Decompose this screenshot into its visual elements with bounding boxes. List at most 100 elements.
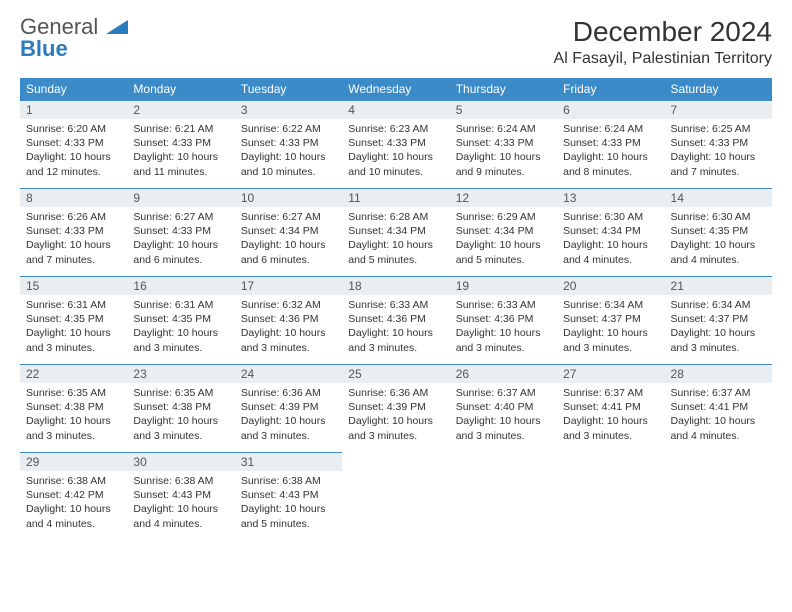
daylight-line: Daylight: 10 hours and 6 minutes. bbox=[241, 238, 336, 266]
daylight-line: Daylight: 10 hours and 3 minutes. bbox=[348, 414, 443, 442]
sunset-line: Sunset: 4:33 PM bbox=[26, 136, 121, 150]
weekday-header: Tuesday bbox=[235, 78, 342, 101]
empty-day bbox=[342, 453, 449, 541]
sunrise-line: Sunrise: 6:24 AM bbox=[456, 122, 551, 136]
day-number: 29 bbox=[20, 453, 127, 471]
sunset-line: Sunset: 4:37 PM bbox=[563, 312, 658, 326]
daylight-line: Daylight: 10 hours and 3 minutes. bbox=[671, 326, 766, 354]
calendar-day: 14Sunrise: 6:30 AMSunset: 4:35 PMDayligh… bbox=[665, 189, 772, 277]
sunset-line: Sunset: 4:39 PM bbox=[348, 400, 443, 414]
calendar-day: 18Sunrise: 6:33 AMSunset: 4:36 PMDayligh… bbox=[342, 277, 449, 365]
weekday-header: Saturday bbox=[665, 78, 772, 101]
sunset-line: Sunset: 4:34 PM bbox=[456, 224, 551, 238]
daylight-line: Daylight: 10 hours and 3 minutes. bbox=[456, 326, 551, 354]
day-details: Sunrise: 6:21 AMSunset: 4:33 PMDaylight:… bbox=[127, 119, 234, 185]
day-details: Sunrise: 6:30 AMSunset: 4:34 PMDaylight:… bbox=[557, 207, 664, 273]
calendar-day: 29Sunrise: 6:38 AMSunset: 4:42 PMDayligh… bbox=[20, 453, 127, 541]
calendar-day: 24Sunrise: 6:36 AMSunset: 4:39 PMDayligh… bbox=[235, 365, 342, 453]
sunrise-line: Sunrise: 6:33 AM bbox=[348, 298, 443, 312]
day-details: Sunrise: 6:36 AMSunset: 4:39 PMDaylight:… bbox=[235, 383, 342, 449]
calendar-day: 25Sunrise: 6:36 AMSunset: 4:39 PMDayligh… bbox=[342, 365, 449, 453]
sunset-line: Sunset: 4:35 PM bbox=[26, 312, 121, 326]
calendar-table: SundayMondayTuesdayWednesdayThursdayFrid… bbox=[20, 78, 772, 541]
sunrise-line: Sunrise: 6:23 AM bbox=[348, 122, 443, 136]
daylight-line: Daylight: 10 hours and 3 minutes. bbox=[241, 414, 336, 442]
daylight-line: Daylight: 10 hours and 3 minutes. bbox=[563, 326, 658, 354]
calendar-day: 8Sunrise: 6:26 AMSunset: 4:33 PMDaylight… bbox=[20, 189, 127, 277]
sunrise-line: Sunrise: 6:28 AM bbox=[348, 210, 443, 224]
daylight-line: Daylight: 10 hours and 3 minutes. bbox=[26, 414, 121, 442]
day-number: 28 bbox=[665, 365, 772, 383]
day-details: Sunrise: 6:30 AMSunset: 4:35 PMDaylight:… bbox=[665, 207, 772, 273]
day-details: Sunrise: 6:35 AMSunset: 4:38 PMDaylight:… bbox=[127, 383, 234, 449]
calendar-day: 31Sunrise: 6:38 AMSunset: 4:43 PMDayligh… bbox=[235, 453, 342, 541]
sunset-line: Sunset: 4:36 PM bbox=[348, 312, 443, 326]
empty-day bbox=[557, 453, 664, 541]
brand-logo: General Blue bbox=[20, 16, 128, 60]
day-number: 7 bbox=[665, 101, 772, 119]
day-number: 16 bbox=[127, 277, 234, 295]
daylight-line: Daylight: 10 hours and 3 minutes. bbox=[26, 326, 121, 354]
day-number: 4 bbox=[342, 101, 449, 119]
sunset-line: Sunset: 4:38 PM bbox=[26, 400, 121, 414]
sunrise-line: Sunrise: 6:37 AM bbox=[671, 386, 766, 400]
brand-triangle-icon bbox=[106, 14, 128, 39]
day-number: 13 bbox=[557, 189, 664, 207]
weekday-header: Thursday bbox=[450, 78, 557, 101]
calendar-day: 13Sunrise: 6:30 AMSunset: 4:34 PMDayligh… bbox=[557, 189, 664, 277]
calendar-day: 16Sunrise: 6:31 AMSunset: 4:35 PMDayligh… bbox=[127, 277, 234, 365]
sunset-line: Sunset: 4:33 PM bbox=[133, 224, 228, 238]
day-details: Sunrise: 6:38 AMSunset: 4:43 PMDaylight:… bbox=[235, 471, 342, 537]
calendar-day: 9Sunrise: 6:27 AMSunset: 4:33 PMDaylight… bbox=[127, 189, 234, 277]
day-number: 1 bbox=[20, 101, 127, 119]
sunrise-line: Sunrise: 6:21 AM bbox=[133, 122, 228, 136]
day-details: Sunrise: 6:20 AMSunset: 4:33 PMDaylight:… bbox=[20, 119, 127, 185]
daylight-line: Daylight: 10 hours and 5 minutes. bbox=[348, 238, 443, 266]
sunrise-line: Sunrise: 6:38 AM bbox=[26, 474, 121, 488]
sunset-line: Sunset: 4:34 PM bbox=[348, 224, 443, 238]
day-number: 18 bbox=[342, 277, 449, 295]
calendar-day: 28Sunrise: 6:37 AMSunset: 4:41 PMDayligh… bbox=[665, 365, 772, 453]
sunset-line: Sunset: 4:35 PM bbox=[671, 224, 766, 238]
sunset-line: Sunset: 4:36 PM bbox=[241, 312, 336, 326]
day-number: 17 bbox=[235, 277, 342, 295]
day-number: 23 bbox=[127, 365, 234, 383]
calendar-day: 23Sunrise: 6:35 AMSunset: 4:38 PMDayligh… bbox=[127, 365, 234, 453]
daylight-line: Daylight: 10 hours and 11 minutes. bbox=[133, 150, 228, 178]
day-details: Sunrise: 6:33 AMSunset: 4:36 PMDaylight:… bbox=[342, 295, 449, 361]
weekday-header: Wednesday bbox=[342, 78, 449, 101]
calendar-day: 17Sunrise: 6:32 AMSunset: 4:36 PMDayligh… bbox=[235, 277, 342, 365]
calendar-day: 21Sunrise: 6:34 AMSunset: 4:37 PMDayligh… bbox=[665, 277, 772, 365]
calendar-day: 11Sunrise: 6:28 AMSunset: 4:34 PMDayligh… bbox=[342, 189, 449, 277]
sunrise-line: Sunrise: 6:25 AM bbox=[671, 122, 766, 136]
daylight-line: Daylight: 10 hours and 5 minutes. bbox=[241, 502, 336, 530]
day-details: Sunrise: 6:33 AMSunset: 4:36 PMDaylight:… bbox=[450, 295, 557, 361]
calendar-body: 1Sunrise: 6:20 AMSunset: 4:33 PMDaylight… bbox=[20, 101, 772, 541]
calendar-day: 1Sunrise: 6:20 AMSunset: 4:33 PMDaylight… bbox=[20, 101, 127, 189]
sunset-line: Sunset: 4:39 PM bbox=[241, 400, 336, 414]
day-details: Sunrise: 6:26 AMSunset: 4:33 PMDaylight:… bbox=[20, 207, 127, 273]
sunset-line: Sunset: 4:33 PM bbox=[348, 136, 443, 150]
location-text: Al Fasayil, Palestinian Territory bbox=[554, 50, 772, 68]
sunset-line: Sunset: 4:33 PM bbox=[671, 136, 766, 150]
day-number: 2 bbox=[127, 101, 234, 119]
day-number: 19 bbox=[450, 277, 557, 295]
sunrise-line: Sunrise: 6:31 AM bbox=[133, 298, 228, 312]
day-details: Sunrise: 6:27 AMSunset: 4:34 PMDaylight:… bbox=[235, 207, 342, 273]
sunrise-line: Sunrise: 6:38 AM bbox=[133, 474, 228, 488]
sunset-line: Sunset: 4:35 PM bbox=[133, 312, 228, 326]
empty-day bbox=[450, 453, 557, 541]
sunset-line: Sunset: 4:33 PM bbox=[563, 136, 658, 150]
daylight-line: Daylight: 10 hours and 9 minutes. bbox=[456, 150, 551, 178]
sunset-line: Sunset: 4:34 PM bbox=[241, 224, 336, 238]
calendar-day: 5Sunrise: 6:24 AMSunset: 4:33 PMDaylight… bbox=[450, 101, 557, 189]
calendar-day: 20Sunrise: 6:34 AMSunset: 4:37 PMDayligh… bbox=[557, 277, 664, 365]
day-details: Sunrise: 6:34 AMSunset: 4:37 PMDaylight:… bbox=[665, 295, 772, 361]
sunrise-line: Sunrise: 6:38 AM bbox=[241, 474, 336, 488]
calendar-day: 4Sunrise: 6:23 AMSunset: 4:33 PMDaylight… bbox=[342, 101, 449, 189]
day-details: Sunrise: 6:27 AMSunset: 4:33 PMDaylight:… bbox=[127, 207, 234, 273]
daylight-line: Daylight: 10 hours and 3 minutes. bbox=[348, 326, 443, 354]
day-details: Sunrise: 6:29 AMSunset: 4:34 PMDaylight:… bbox=[450, 207, 557, 273]
sunrise-line: Sunrise: 6:37 AM bbox=[563, 386, 658, 400]
sunrise-line: Sunrise: 6:26 AM bbox=[26, 210, 121, 224]
